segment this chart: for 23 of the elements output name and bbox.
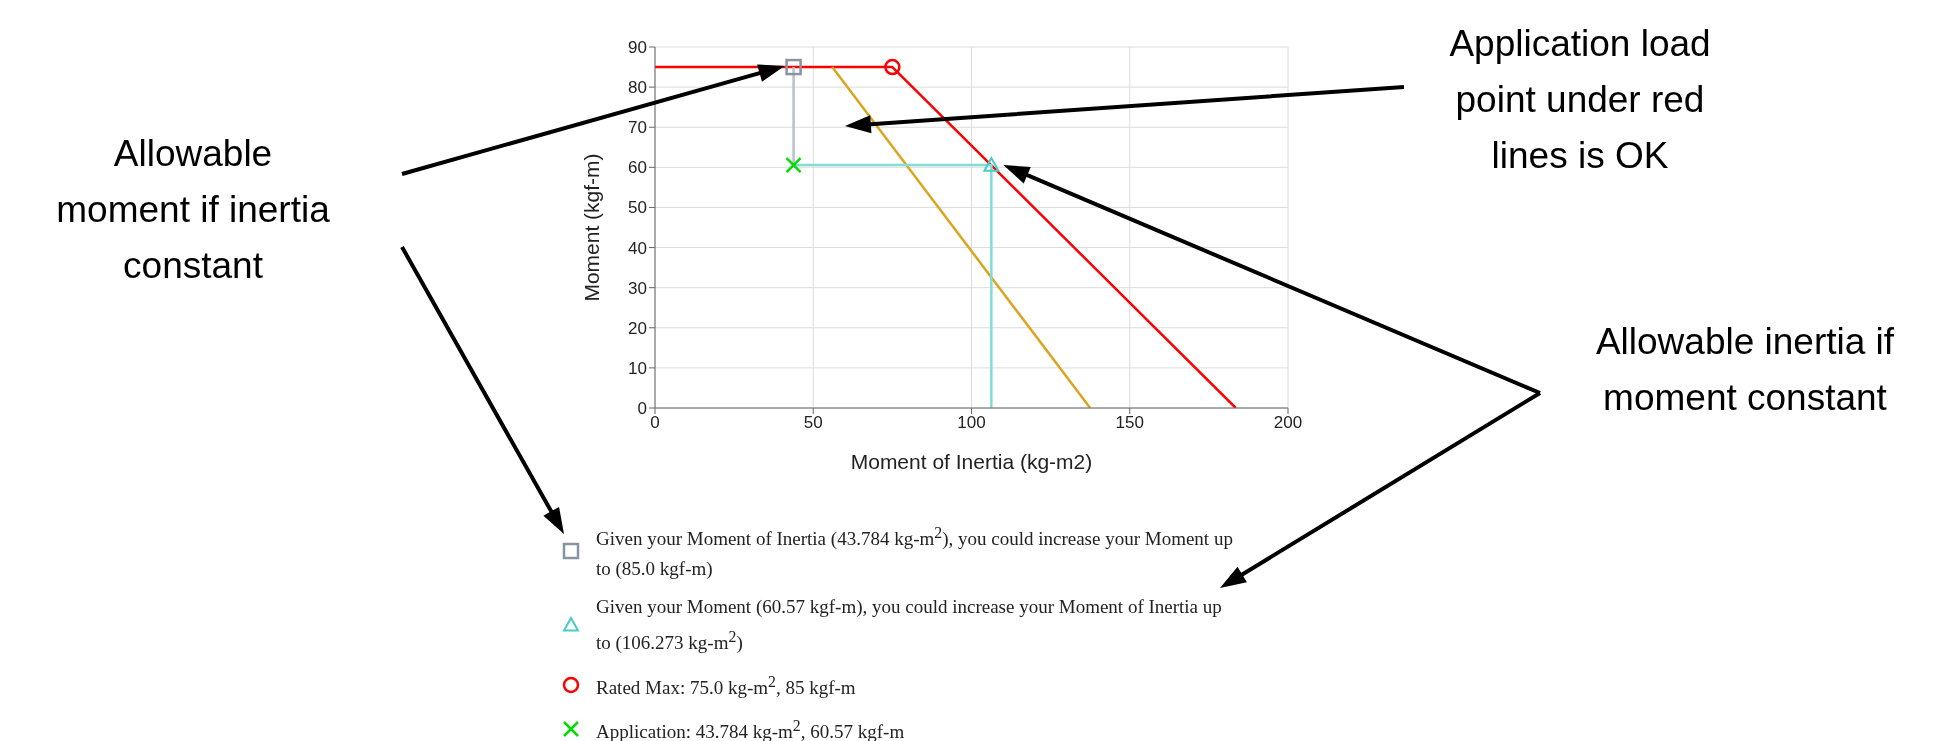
text: Allowable moment if inertia constant: [55, 132, 331, 288]
text: Allowable inertia if moment constant: [1595, 320, 1895, 420]
text: Application load point under red lines is OK: [1448, 22, 1712, 178]
y-tick-label: 60: [628, 158, 647, 178]
y-tick-label: 90: [628, 38, 647, 58]
x-tick-label: 100: [957, 413, 986, 433]
x-tick-label: 0: [650, 413, 660, 433]
x-axis-title: Moment of Inertia (kg-m2): [850, 450, 1093, 473]
y-tick-label: 10: [628, 358, 647, 378]
y-tick-label: 80: [628, 78, 647, 98]
y-axis-title: Moment (kgf-m): [580, 153, 604, 302]
y-tick-label: 30: [628, 278, 647, 298]
x-tick-label: 200: [1273, 413, 1303, 433]
y-tick-label: 40: [628, 238, 647, 258]
x-tick-label: 50: [803, 413, 823, 433]
y-tick-label: 20: [628, 318, 647, 338]
text: Given your Moment of Inertia (43.784 kg-m$^{2}$), you could increase your Moment up to (85.0 kgf-m): [596, 524, 1233, 580]
y-tick-label: 50: [628, 198, 647, 218]
y-tick-label: 70: [628, 118, 647, 138]
y-tick-label: 0: [637, 399, 647, 419]
legend-label: Rated Max: 75.0 kg-m$^{2}$, 85 kgf-m: [596, 671, 856, 700]
legend-label: Given your Moment (60.57 kgf-m), you could increase your Moment of Inertia up to (106.273 kg-m$^{2}$): [596, 595, 1223, 656]
x-tick-label: 150: [1115, 413, 1144, 433]
